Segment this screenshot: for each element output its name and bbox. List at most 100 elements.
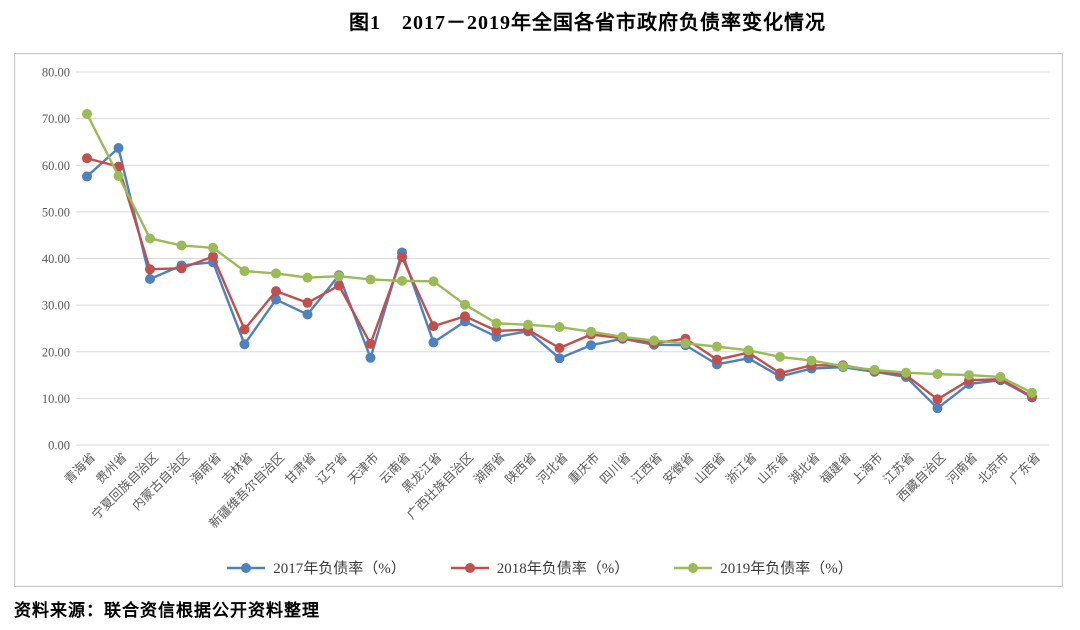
data-point-2018-广西壮族自治区 [460,311,470,322]
data-point-2018-辽宁省 [334,280,344,291]
legend-label-2018: 2018年负债率（%） [496,561,630,577]
x-tick-label: 福建省 [817,450,854,487]
chart-border [14,53,1063,587]
x-tick-label: 湖北省 [785,450,822,487]
data-point-2017-天津市 [365,352,376,363]
legend-item-2017: 2017年负债率（%） [226,557,406,578]
y-tick-label: 10.00 [42,392,70,406]
legend-label-2019: 2019年负债率（%） [720,561,853,577]
x-tick-label: 天津市 [344,450,381,487]
data-point-2019-新疆维吾尔自治区 [271,268,281,279]
data-point-2017-宁夏回族自治区 [145,274,155,285]
y-tick-label: 70.00 [42,112,70,126]
data-point-2019-湖北省 [806,355,817,366]
x-tick-label: 安徽省 [659,450,696,487]
x-tick-label: 河南省 [943,450,980,487]
data-point-2019-重庆市 [586,326,596,337]
data-point-2019-内蒙古自治区 [176,240,187,251]
data-point-2018-新疆维吾尔自治区 [271,286,281,297]
data-point-2019-陕西省 [523,319,533,330]
chart-title: 图1 2017－2019年全国各省市政府负债率变化情况 [349,12,826,34]
data-point-2018-云南省 [397,252,407,263]
legend-item-2019: 2019年负债率（%） [673,557,853,578]
y-tick-label: 0.00 [48,439,70,453]
data-point-2017-吉林省 [239,339,250,350]
data-point-2019-青海省 [82,108,92,119]
x-tick-label: 陕西省 [502,450,539,487]
legend-label-2017: 2017年负债率（%） [273,561,406,577]
source-note: 资料来源：联合资信根据公开资料整理 [14,601,320,620]
data-point-2019-天津市 [365,274,376,285]
data-point-2019-西藏自治区 [932,369,943,380]
series-line-2017 [86,146,1033,410]
data-point-2019-山西省 [712,341,722,352]
data-point-2019-上海市 [869,364,880,375]
legend-marker-2018-icon [450,562,489,573]
data-point-2019-河南省 [964,370,974,381]
y-tick-label: 30.00 [42,299,70,313]
legend-item-2018: 2018年负债率（%） [450,557,630,578]
data-point-2019-河北省 [554,322,565,333]
data-point-2018-西藏自治区 [932,394,943,405]
data-point-2017-重庆市 [586,340,596,351]
chart-container: 80.00 70.00 60.00 50.00 40.00 30.00 20.00 10.00… [14,53,1065,589]
data-point-2019-广东省 [1027,387,1037,398]
x-tick-label: 浙江省 [722,450,759,487]
data-point-2017-甘肃省 [302,309,313,320]
data-point-2019-云南省 [397,275,407,286]
data-point-2017-西藏自治区 [932,403,943,414]
x-tick-label: 江西省 [629,450,665,486]
y-tick-label: 40.00 [42,252,70,266]
data-point-2018-河北省 [554,343,565,354]
x-tick-label: 湖南省 [470,450,507,487]
line-chart-plot-area: 80.00 70.00 60.00 50.00 40.00 30.00 20.00 10.00… [14,53,1063,587]
data-point-2019-黑龙江省 [428,276,439,287]
data-point-2018-内蒙古自治区 [176,263,187,274]
y-tick-label: 20.00 [42,345,70,359]
chart-legend: 2017年负债率（%） 2018年负债率（%） 2019年负债率（%） [14,557,1065,578]
data-point-2019-宁夏回族自治区 [145,233,155,244]
data-point-2019-福建省 [838,361,848,372]
x-tick-label: 广东省 [1007,450,1043,486]
x-tick-label: 青海省 [61,450,98,487]
data-point-2017-贵州省 [113,142,124,153]
data-point-2017-黑龙江省 [428,337,439,348]
data-point-2018-甘肃省 [302,297,313,308]
data-point-2018-天津市 [365,338,376,349]
data-point-2019-吉林省 [239,266,250,277]
data-point-2019-安徽省 [680,338,691,349]
x-tick-label: 四川省 [597,450,633,486]
data-point-2019-江苏省 [901,367,911,378]
legend-marker-2019-icon [674,562,713,573]
data-point-2018-青海省 [82,153,92,164]
data-point-2018-山西省 [712,354,722,365]
data-point-2019-甘肃省 [302,272,313,283]
data-point-2018-海南省 [208,251,218,262]
x-tick-label: 河北省 [534,450,570,486]
legend-marker-2017-icon [227,562,266,573]
data-point-2019-四川省 [617,331,628,342]
data-point-2019-北京市 [995,371,1006,382]
data-point-2019-海南省 [208,242,218,253]
data-point-2018-黑龙江省 [428,321,439,332]
data-point-2018-山东省 [775,368,785,379]
x-tick-label: 北京市 [974,450,1011,487]
data-point-2018-吉林省 [239,324,250,335]
x-tick-label: 甘肃省 [282,450,318,486]
data-point-2019-浙江省 [743,345,754,356]
data-point-2017-河北省 [554,353,565,364]
x-tick-label: 山西省 [692,450,728,486]
x-tick-label: 山东省 [755,450,791,486]
data-point-2019-江西省 [649,335,659,346]
data-point-2017-青海省 [82,171,92,182]
x-tick-label: 上海市 [848,450,885,487]
x-tick-label: 辽宁省 [313,450,350,487]
x-tick-label: 重庆市 [565,450,602,487]
y-tick-label: 60.00 [42,159,70,173]
data-point-2019-广西壮族自治区 [460,299,470,310]
data-point-2017-新疆维吾尔自治区 [271,294,281,305]
data-point-2018-宁夏回族自治区 [145,264,155,275]
data-point-2018-湖南省 [491,325,502,336]
data-point-2019-湖南省 [491,318,502,329]
